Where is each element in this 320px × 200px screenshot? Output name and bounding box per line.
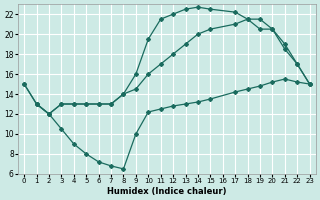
X-axis label: Humidex (Indice chaleur): Humidex (Indice chaleur): [107, 187, 227, 196]
